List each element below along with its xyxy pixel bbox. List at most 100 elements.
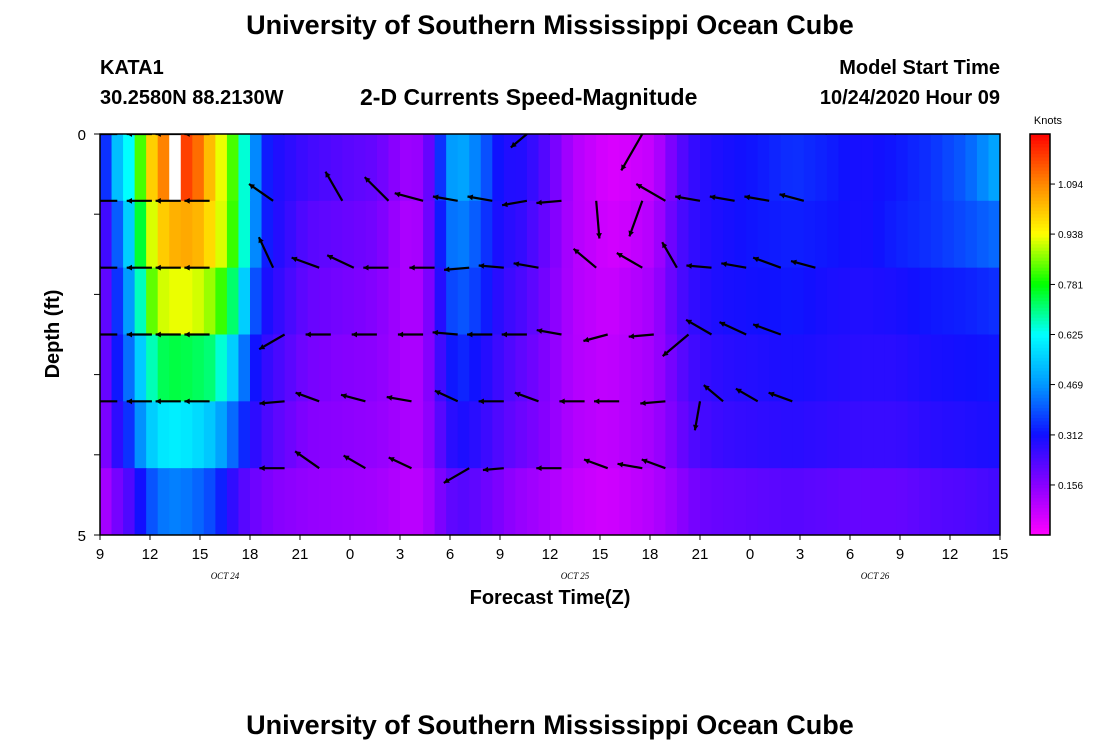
heat-cell [388,200,401,269]
heat-cell [250,267,263,336]
colorbar-step [1030,314,1050,319]
heat-cell [400,200,413,269]
heat-cell [192,134,205,202]
heat-cell [342,134,355,202]
heat-cell [111,134,124,202]
heat-cell [965,134,978,202]
current-vector [394,191,424,202]
heat-cell [365,468,378,535]
colorbar-step [1030,284,1050,289]
heat-cell [907,468,920,535]
current-vector [501,331,527,338]
current-vector [351,331,377,338]
heat-cell [215,200,228,269]
current-vector [100,199,118,202]
current-vector [259,400,285,406]
colorbar-tick-label: 0.625 [1058,331,1083,342]
heat-cell [919,334,932,402]
heat-cell [769,200,782,269]
current-vector [248,183,274,202]
heat-cell [376,267,390,336]
colorbar-step [1030,528,1050,533]
colorbar-step [1030,317,1050,322]
heat-cell [515,200,528,269]
heat-cell [561,468,574,535]
x-tick-label: 6 [446,546,454,563]
colorbar-step [1030,174,1050,178]
heat-cell [573,468,586,535]
heat-cell [653,267,666,336]
colorbar-step [1030,277,1050,282]
heat-cell [469,401,482,469]
heat-cell [492,468,505,535]
heat-cell [907,200,920,269]
colorbar-step [1030,448,1050,452]
heat-cell [584,334,597,402]
heat-cell [296,134,309,202]
colorbar-step [1030,160,1050,165]
heat-cell [192,334,205,402]
heat-cell [723,200,736,269]
current-vector [779,192,805,202]
heat-cell [307,468,320,535]
heat-cell [619,468,632,535]
colorbar-step [1030,240,1050,245]
colorbar-step [1030,518,1050,523]
current-vector [467,331,493,338]
x-tick-label: 15 [992,546,1009,563]
colorbar-step [1030,451,1050,456]
current-vector [709,194,735,202]
heat-cell [815,267,828,336]
heat-cell [457,134,470,202]
current-vector [536,328,562,336]
current-vector [719,321,747,336]
colorbar-step [1030,377,1050,382]
heat-cell [296,468,309,535]
heat-cell [273,401,286,469]
heat-cell [330,200,343,269]
heat-cell [226,401,240,469]
heat-cell [792,134,805,202]
colorbar-tick-label: 0.469 [1058,381,1083,392]
current-vector [675,194,701,202]
heat-cell [792,200,805,269]
heat-cell [157,267,170,336]
heat-cell [850,401,863,469]
current-vector [126,264,152,271]
heat-cell [226,334,240,402]
colorbar-tick-label: 1.094 [1058,180,1083,191]
colorbar-step [1030,210,1050,215]
colorbar-step [1030,341,1050,346]
heat-cell [123,468,136,535]
current-vector [752,323,782,336]
x-tick-label: 21 [692,546,709,563]
heat-cell [515,334,528,402]
heat-cell [400,468,413,535]
heat-cell [284,468,297,535]
heat-cell [526,401,540,469]
date-label: OCT 25 [561,571,590,581]
heat-cell [550,267,563,336]
heat-cell [942,267,955,336]
heat-cell [550,334,563,402]
heat-cell [446,134,459,202]
heat-cell [642,334,655,402]
heat-cell [942,334,955,402]
heat-cell [942,200,955,269]
heat-cell [976,334,990,402]
heat-cell [826,200,840,269]
heat-cell [792,401,805,469]
heat-cell [838,468,851,535]
heat-cell [169,134,182,202]
current-vector [617,461,643,470]
heat-cell [226,468,240,535]
heat-cell [746,200,759,269]
heat-cell [100,334,113,402]
heat-cell [953,468,966,535]
heat-cell [492,401,505,469]
colorbar-step [1030,177,1050,182]
heat-cell [273,200,286,269]
model-start-label: Model Start Time [839,57,1000,79]
heat-cell [526,267,540,336]
heat-cell [434,401,447,469]
